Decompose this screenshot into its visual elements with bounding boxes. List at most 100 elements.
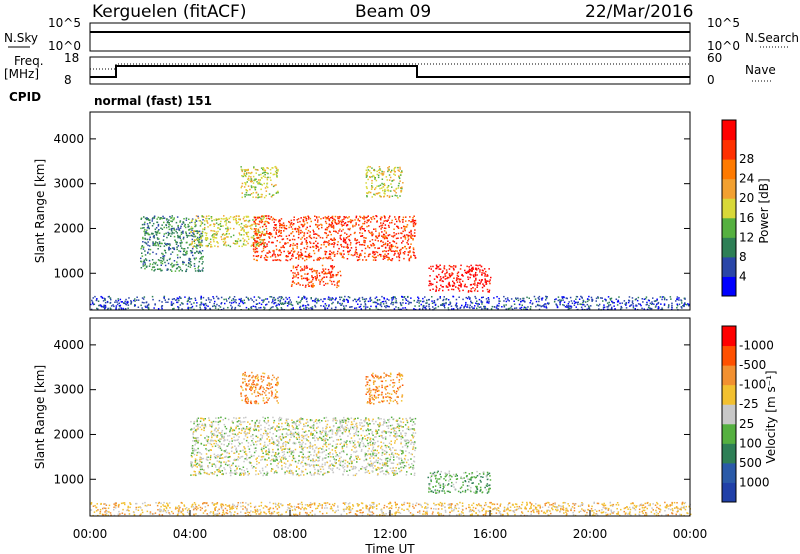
data-cell (448, 273, 451, 275)
data-cell (464, 305, 466, 307)
data-cell (265, 220, 267, 223)
data-cell (584, 305, 586, 308)
data-cell (360, 244, 363, 246)
data-cell (268, 448, 270, 450)
data-cell (261, 232, 264, 234)
data-cell (229, 455, 231, 458)
data-cell (186, 300, 189, 303)
data-cell (306, 245, 309, 248)
data-cell (670, 298, 672, 300)
data-cell (581, 296, 583, 298)
data-cell (448, 284, 451, 287)
data-cell (206, 220, 208, 222)
data-cell (381, 226, 383, 229)
data-cell (221, 234, 224, 236)
data-cell (456, 307, 459, 310)
data-cell (152, 251, 154, 254)
colorbar-swatch (722, 139, 736, 160)
data-cell (292, 307, 294, 309)
data-cell (103, 297, 106, 300)
data-cell (329, 238, 332, 241)
data-cell (483, 307, 486, 310)
data-cell (190, 420, 192, 423)
data-cell (203, 444, 205, 446)
data-cell (348, 250, 350, 253)
data-cell (382, 183, 385, 186)
data-cell (632, 303, 634, 305)
data-cell (308, 216, 310, 219)
data-cell (386, 179, 388, 181)
data-cell (412, 223, 415, 225)
data-cell (394, 252, 396, 255)
data-cell (168, 222, 170, 224)
data-cell (264, 234, 266, 236)
data-cell (240, 456, 243, 458)
data-cell (406, 234, 408, 236)
data-cell (239, 218, 241, 221)
data-cell (431, 302, 434, 304)
data-cell (177, 245, 180, 247)
data-cell (495, 307, 498, 309)
data-cell (394, 194, 396, 197)
data-cell (317, 447, 320, 450)
data-cell (163, 233, 166, 235)
data-cell (242, 466, 245, 468)
data-cell (383, 171, 385, 173)
data-cell (223, 238, 225, 240)
data-cell (179, 268, 182, 271)
data-cell (225, 220, 227, 222)
data-cell (560, 299, 563, 301)
data-cell (209, 241, 212, 243)
data-cell (272, 185, 275, 188)
data-cell (177, 301, 179, 304)
data-cell (325, 217, 327, 220)
data-cell (407, 442, 409, 444)
freq-unit: [MHz] (4, 67, 39, 81)
data-cell (196, 238, 198, 240)
data-cell (158, 241, 161, 243)
data-cell (399, 251, 402, 253)
data-cell (213, 225, 215, 227)
data-cell (316, 277, 318, 280)
data-cell (338, 459, 340, 462)
data-cell (329, 276, 332, 279)
data-cell (141, 245, 144, 247)
data-cell (254, 421, 257, 424)
data-cell (275, 248, 278, 251)
data-cell (246, 231, 248, 234)
data-cell (151, 263, 154, 266)
data-cell (379, 303, 382, 306)
data-cell (315, 223, 317, 226)
data-cell (489, 282, 491, 285)
data-cell (315, 244, 318, 247)
data-cell (166, 269, 168, 271)
data-cell (224, 220, 226, 223)
data-cell (473, 275, 475, 278)
data-cell (152, 266, 155, 268)
data-cell (477, 302, 479, 305)
data-cell (503, 306, 506, 308)
data-cell (160, 217, 162, 219)
data-cell (563, 304, 565, 307)
data-cell (224, 468, 226, 471)
data-cell (545, 305, 547, 307)
data-cell (331, 302, 333, 305)
data-cell (370, 217, 372, 219)
data-cell (305, 430, 307, 433)
data-cell (266, 259, 268, 261)
data-cell (386, 469, 388, 471)
data-cell (333, 243, 335, 246)
data-cell (646, 308, 649, 311)
data-cell (189, 250, 192, 252)
data-cell (196, 419, 198, 421)
data-cell (189, 307, 191, 309)
data-cell (92, 297, 94, 299)
data-cell (338, 247, 340, 250)
data-cell (233, 436, 235, 438)
data-cell (220, 217, 223, 220)
data-cell (448, 264, 451, 267)
data-cell (319, 257, 322, 260)
data-cell (244, 472, 247, 474)
data-cell (208, 419, 211, 422)
data-cell (366, 225, 368, 228)
